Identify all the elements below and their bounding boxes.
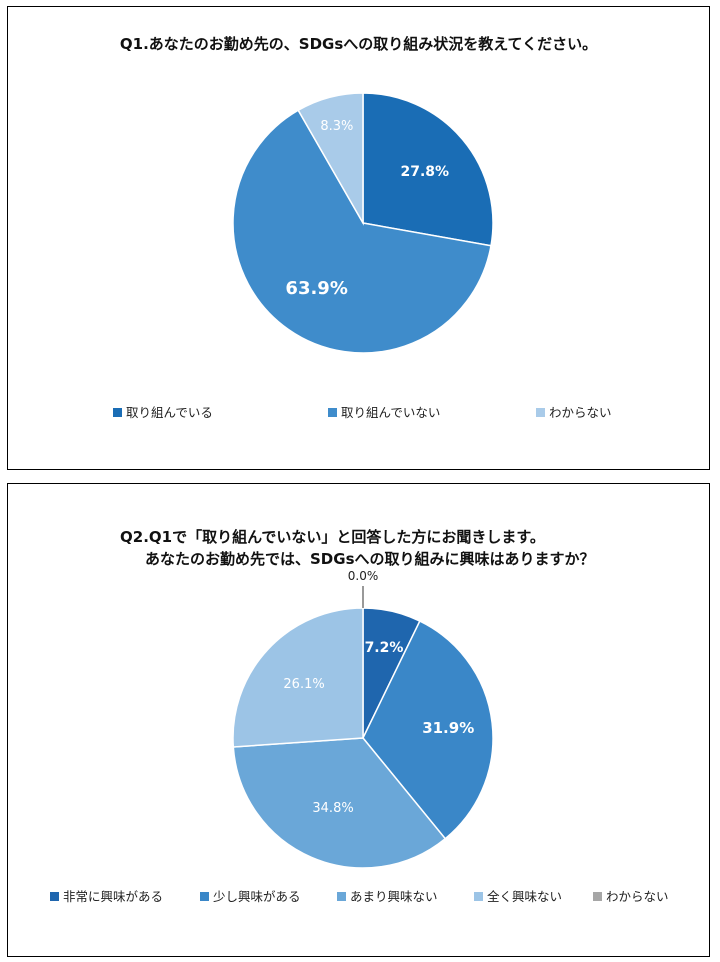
data-label-2: 63.9% <box>285 278 347 299</box>
data-label-1: 27.8% <box>400 164 449 180</box>
data-label-3: 8.3% <box>320 119 353 134</box>
legend-swatch <box>328 408 337 417</box>
legend-item-3: あまり興味ない <box>337 889 438 904</box>
legend-item-4: 全く興味ない <box>474 889 562 904</box>
pie-slice-2 <box>232 109 492 354</box>
data-label-3: 34.8% <box>312 801 353 816</box>
legend-item-1: 非常に興味がある <box>50 889 163 904</box>
q1-chart-panel: Q1.あなたのお勤め先の、SDGsへの取り組み状況を教えてください。 27.8%… <box>7 6 710 470</box>
legend-swatch <box>536 408 545 417</box>
legend-item-1: 取り組んでいる <box>113 405 213 420</box>
q2-pie-chart: 7.2% 31.9% 34.8% 26.1% 0.0% 非常に興味がある 少し興味がある あま… <box>50 569 669 904</box>
legend-label: 全く興味ない <box>487 889 562 904</box>
pie-slice-3 <box>232 737 447 869</box>
legend-swatch <box>113 408 122 417</box>
legend-swatch <box>474 892 483 901</box>
legend-label: わからない <box>549 405 612 420</box>
data-label-1: 7.2% <box>365 640 404 656</box>
legend-label: わからない <box>606 889 669 904</box>
q2-chart-panel: Q2.Q1で「取り組んでいない」と回答した方にお聞きします。 あなたのお勤め先で… <box>7 483 710 957</box>
q1-title: Q1.あなたのお勤め先の、SDGsへの取り組み状況を教えてください。 <box>119 35 598 53</box>
q2-title-line2: あなたのお勤め先では、SDGsへの取り組みに興味はありますか？ <box>145 550 595 568</box>
pie-slice-2 <box>362 620 494 840</box>
legend-swatch <box>50 892 59 901</box>
pie-slice-1 <box>362 92 494 247</box>
legend-item-5: わからない <box>593 889 669 904</box>
data-label-2: 31.9% <box>422 719 474 737</box>
legend-swatch <box>200 892 209 901</box>
legend-label: 取り組んでいない <box>341 405 440 420</box>
pie-slice-3 <box>297 92 364 226</box>
q2-title-line1: Q2.Q1で「取り組んでいない」と回答した方にお聞きします。 <box>120 528 545 546</box>
legend-swatch <box>593 892 602 901</box>
pie-slice-4 <box>232 607 364 748</box>
data-label-4: 26.1% <box>283 677 324 692</box>
legend-label: 取り組んでいる <box>126 405 213 420</box>
legend-item-2: 少し興味がある <box>200 889 301 904</box>
legend-swatch <box>337 892 346 901</box>
data-label-5: 0.0% <box>348 569 379 583</box>
legend-label: 少し興味がある <box>213 889 301 904</box>
legend-item-3: わからない <box>536 405 612 420</box>
legend-label: 非常に興味がある <box>63 889 163 904</box>
legend-label: あまり興味ない <box>350 889 438 904</box>
q1-pie-chart: 27.8% 63.9% 8.3% 取り組んでいる 取り組んでいない わからない <box>113 92 612 420</box>
legend-item-2: 取り組んでいない <box>328 405 440 420</box>
